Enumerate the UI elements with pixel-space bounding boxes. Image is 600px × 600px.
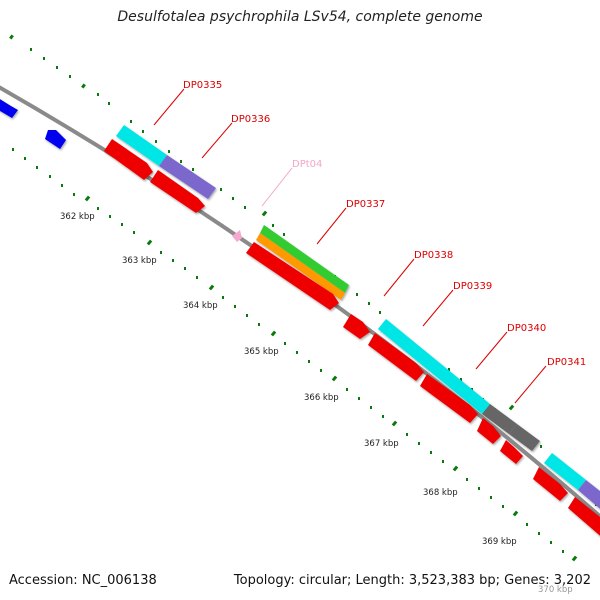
blue-features bbox=[0, 99, 66, 149]
cds-arrow bbox=[500, 440, 523, 464]
cds-arrow bbox=[246, 242, 339, 310]
scale-label: 369 kbp bbox=[482, 537, 517, 547]
cyan-feature bbox=[378, 319, 490, 414]
gene-label: DP0339 bbox=[453, 281, 492, 292]
purple-feature bbox=[159, 155, 216, 199]
purple-feature bbox=[578, 480, 600, 509]
gray-feature bbox=[482, 404, 517, 434]
label-leader-lines bbox=[153, 88, 547, 404]
gene-label: DP0337 bbox=[346, 199, 385, 210]
annotation-features bbox=[116, 125, 600, 509]
cds-arrow bbox=[104, 139, 153, 180]
scale-label: 367 kbp bbox=[364, 439, 399, 449]
gene-label: DP0341 bbox=[547, 357, 586, 368]
gray-feature bbox=[509, 424, 540, 451]
scale-label: 364 kbp bbox=[183, 301, 218, 311]
orange-feature bbox=[256, 233, 345, 300]
scale-label: 363 kbp bbox=[122, 256, 157, 266]
green-feature bbox=[260, 225, 349, 293]
gene-labels: DP0335 DP0336 DPt04 DP0337 DP0338 DP0339… bbox=[183, 80, 586, 368]
gene-label: DPt04 bbox=[292, 159, 322, 170]
gene-label: DP0340 bbox=[507, 323, 546, 334]
scale-label: 366 kbp bbox=[304, 393, 339, 403]
cds-arrow bbox=[420, 374, 478, 423]
scale-label: 365 kbp bbox=[244, 347, 279, 357]
gene-label: DP0336 bbox=[231, 114, 270, 125]
inner-tick-ring bbox=[12, 148, 578, 562]
cds-arrow bbox=[343, 314, 370, 339]
scale-label: 368 kbp bbox=[423, 488, 458, 498]
map-title: Desulfotalea psychrophila LSv54, complet… bbox=[117, 9, 483, 25]
cds-arrow bbox=[533, 467, 568, 501]
scale-label: 362 kbp bbox=[60, 212, 95, 222]
cds-arrow bbox=[368, 333, 424, 381]
trna-feature bbox=[232, 230, 242, 242]
cyan-feature bbox=[544, 453, 586, 490]
accession-label: Accession: NC_006138 bbox=[9, 573, 157, 588]
gene-label: DP0335 bbox=[183, 80, 222, 91]
cyan-feature bbox=[116, 125, 167, 166]
blue-cds-feature bbox=[0, 99, 18, 118]
scale-labels: 362 kbp 363 kbp 364 kbp 365 kbp 366 kbp … bbox=[60, 212, 573, 595]
blue-cds-feature bbox=[45, 130, 66, 149]
scale-label: 370 kbp bbox=[538, 585, 573, 595]
cds-arrow bbox=[477, 418, 501, 444]
topology-label: Topology: circular; Length: 3,523,383 bp… bbox=[233, 573, 591, 588]
cds-features bbox=[104, 139, 600, 536]
cds-arrow bbox=[150, 170, 205, 213]
cds-arrow bbox=[568, 497, 600, 536]
gene-label: DP0338 bbox=[414, 250, 453, 261]
